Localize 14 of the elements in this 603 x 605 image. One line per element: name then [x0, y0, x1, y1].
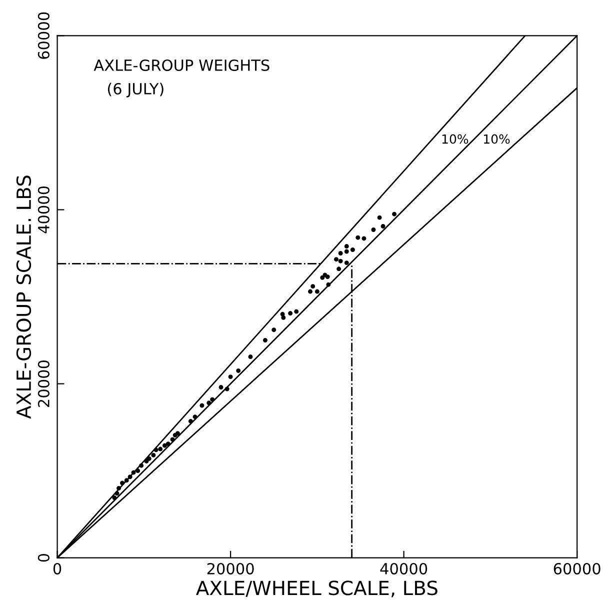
- annotation: 10%: [442, 134, 468, 144]
- annotation: 10%: [484, 134, 510, 144]
- y-axis-title: AXLE-GROUP SCALE. LBS: [16, 176, 32, 419]
- x-tick-label: 60000: [554, 562, 600, 574]
- text: (6 JULY): [108, 82, 164, 98]
- x-tick-label: 20000: [207, 562, 254, 574]
- y-tick-label: 40000: [38, 186, 50, 234]
- x-tick-label: 0: [53, 562, 62, 574]
- text: AXLE-GROUP WEIGHTS: [94, 59, 270, 72]
- y-tick-label: 0: [38, 554, 50, 562]
- y-tick-label: 60000: [38, 12, 50, 59]
- y-tick-label: 20000: [38, 360, 50, 407]
- x-tick-label: 40000: [380, 562, 428, 574]
- x-axis-title: AXLE/WHEEL SCALE, LBS: [196, 580, 438, 598]
